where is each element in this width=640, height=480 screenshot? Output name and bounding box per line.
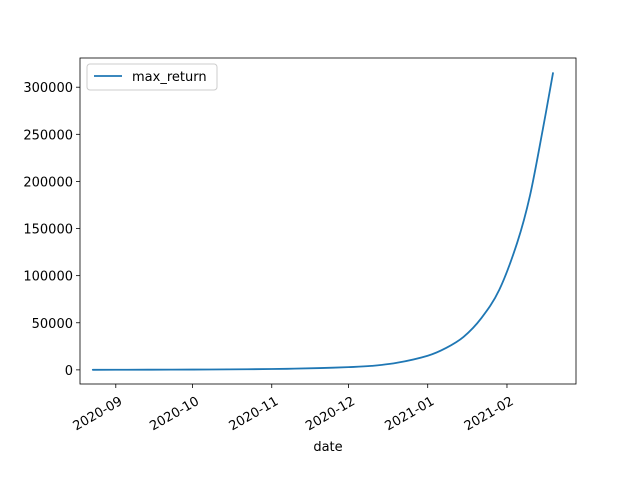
x-tick-label: 2021-01 xyxy=(383,394,438,434)
x-axis: 2020-09 2020-10 2020-11 2020-12 2021-01 2021-… xyxy=(71,384,517,434)
y-tick-label: 300000 xyxy=(23,81,73,96)
x-tick-label: 2020-09 xyxy=(71,394,126,434)
x-axis-title: date xyxy=(313,440,342,455)
x-tick-label: 2020-10 xyxy=(147,394,202,434)
y-tick-label: 250000 xyxy=(23,128,73,143)
x-tick-label: 2020-12 xyxy=(303,394,358,434)
legend: max_return xyxy=(86,63,218,91)
x-tick-label: 2021-02 xyxy=(462,394,517,434)
y-tick-label: 200000 xyxy=(23,175,73,190)
x-tick-label: 2020-11 xyxy=(227,394,282,434)
y-tick-label: 0 xyxy=(65,364,73,379)
y-tick-label: 50000 xyxy=(32,317,73,332)
y-axis: 0 50000 100000 150000 200000 250000 300000 xyxy=(23,81,80,379)
plot-area xyxy=(79,57,577,385)
y-tick-label: 150000 xyxy=(23,223,73,238)
series-layer xyxy=(91,72,554,371)
series-line-max-return xyxy=(91,72,554,371)
legend-box xyxy=(86,63,218,91)
y-tick-label: 100000 xyxy=(23,270,73,285)
legend-label-max-return: max_return xyxy=(132,70,207,85)
